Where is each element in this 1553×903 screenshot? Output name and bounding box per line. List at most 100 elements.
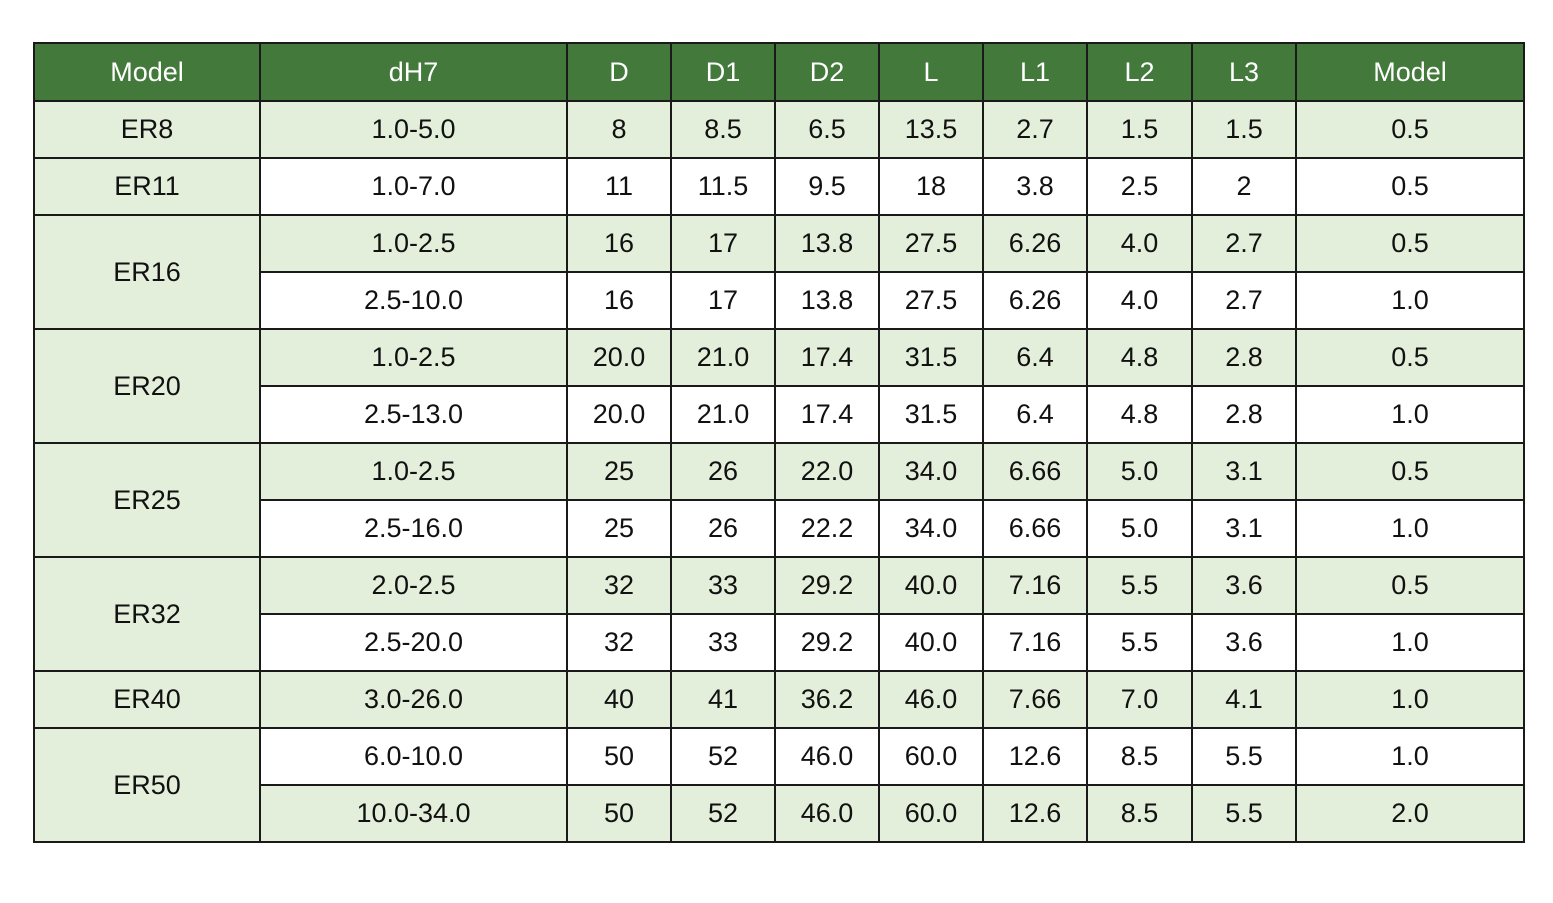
table-cell: 33 [670, 556, 776, 615]
table-cell: 27.5 [878, 214, 984, 273]
table-cell: 2.5 [1086, 157, 1193, 216]
table-cell: 52 [670, 784, 776, 843]
table-cell: 1.0 [1295, 727, 1525, 786]
table-cell: 1.0-5.0 [259, 100, 568, 159]
table-row: ER25 1.0-2.5 25 26 22.0 34.0 6.66 5.0 3.1 0.5 [33, 442, 1525, 558]
table-cell: 1.0 [1295, 499, 1525, 558]
table-cell: 1.0 [1295, 670, 1525, 729]
table-row: ER32 2.0-2.5 32 33 29.2 40.0 7.16 5.5 3.6 0.5 [33, 556, 1525, 672]
table-cell: 6.4 [982, 385, 1088, 444]
table-cell: 18 [878, 157, 984, 216]
table-cell: 0.5 [1295, 214, 1525, 273]
header-d2: D2 [774, 42, 880, 102]
table-cell: 40.0 [878, 613, 984, 672]
table-cell: 5.0 [1086, 499, 1193, 558]
table-cell: 21.0 [670, 328, 776, 387]
table-cell: 2.5-10.0 [259, 271, 568, 330]
model-cell: ER16 [33, 214, 261, 330]
table-cell: 46.0 [774, 784, 880, 843]
table-cell: 22.2 [774, 499, 880, 558]
table-cell: 26 [670, 499, 776, 558]
table-cell: 25 [566, 442, 672, 501]
table-cell: 4.0 [1086, 271, 1193, 330]
table-cell: 50 [566, 727, 672, 786]
table-row: ER8 1.0-5.0 8 8.5 6.5 13.5 2.7 1.5 1.5 0.5 [33, 100, 1525, 159]
model-cell: ER32 [33, 556, 261, 672]
collet-spec-table: Model dH7 D D1 D2 L L1 L2 L3 Model ER8 1.… [33, 42, 1525, 843]
table-cell: 1.5 [1086, 100, 1193, 159]
table-cell: 46.0 [774, 727, 880, 786]
table-header: Model dH7 D D1 D2 L L1 L2 L3 Model [33, 42, 1525, 102]
table-row: 2.5-20.0 32 33 29.2 40.0 7.16 5.5 3.6 1.0 [34, 613, 1525, 672]
table-cell: 2 [1191, 157, 1297, 216]
header-d1: D1 [670, 42, 776, 102]
table-cell: 40 [566, 670, 672, 729]
model-cell: ER25 [33, 442, 261, 558]
table-cell: 8.5 [1086, 727, 1193, 786]
table-cell: 34.0 [878, 499, 984, 558]
table-cell: 1.0 [1295, 613, 1525, 672]
header-l: L [878, 42, 984, 102]
table-cell: 5.0 [1086, 442, 1193, 501]
table-cell: 50 [566, 784, 672, 843]
table-cell: 17.4 [774, 385, 880, 444]
header-l1: L1 [982, 42, 1088, 102]
table-cell: 1.0-2.5 [259, 214, 568, 273]
header-model: Model [33, 42, 261, 102]
model-cell: ER50 [33, 727, 261, 843]
table-cell: 16 [566, 271, 672, 330]
table-cell: 5.5 [1086, 556, 1193, 615]
table-cell: 4.8 [1086, 328, 1193, 387]
table-cell: 2.5-20.0 [259, 613, 568, 672]
table-cell: 52 [670, 727, 776, 786]
table-cell: 4.0 [1086, 214, 1193, 273]
table-cell: 2.0-2.5 [259, 556, 568, 615]
table-cell: 32 [566, 556, 672, 615]
table-cell: 12.6 [982, 784, 1088, 843]
table-cell: 21.0 [670, 385, 776, 444]
table-cell: 36.2 [774, 670, 880, 729]
table-cell: 6.0-10.0 [259, 727, 568, 786]
table-cell: 1.0 [1295, 271, 1525, 330]
table-cell: 8 [566, 100, 672, 159]
table-row: 2.5-16.0 25 26 22.2 34.0 6.66 5.0 3.1 1.0 [34, 499, 1525, 558]
table-cell: 1.0-7.0 [259, 157, 568, 216]
table-cell: 2.8 [1191, 328, 1297, 387]
header-l2: L2 [1086, 42, 1193, 102]
header-row: Model dH7 D D1 D2 L L1 L2 L3 Model [33, 42, 1525, 102]
table-cell: 20.0 [566, 385, 672, 444]
table-cell: 1.0-2.5 [259, 442, 568, 501]
table-cell: 33 [670, 613, 776, 672]
table-cell: 10.0-34.0 [259, 784, 568, 843]
table-cell: 2.0 [1295, 784, 1525, 843]
table-cell: 8.5 [1086, 784, 1193, 843]
table-cell: 1.5 [1191, 100, 1297, 159]
table-cell: 2.7 [982, 100, 1088, 159]
table-cell: 40.0 [878, 556, 984, 615]
table-cell: 3.1 [1191, 442, 1297, 501]
table-cell: 7.16 [982, 556, 1088, 615]
table-cell: 1.0 [1295, 385, 1525, 444]
table-cell: 6.4 [982, 328, 1088, 387]
table-cell: 2.5-16.0 [259, 499, 568, 558]
table-cell: 17.4 [774, 328, 880, 387]
table-cell: 1.0-2.5 [259, 328, 568, 387]
table-row: 2.5-13.0 20.0 21.0 17.4 31.5 6.4 4.8 2.8 1.0 [34, 385, 1525, 444]
table-cell: 7.0 [1086, 670, 1193, 729]
table-cell: 9.5 [774, 157, 880, 216]
table-cell: 11 [566, 157, 672, 216]
table-cell: 0.5 [1295, 328, 1525, 387]
table-cell: 46.0 [878, 670, 984, 729]
table-cell: 29.2 [774, 613, 880, 672]
table-cell: 60.0 [878, 784, 984, 843]
table-row: ER50 6.0-10.0 50 52 46.0 60.0 12.6 8.5 5.5 1.0 [33, 727, 1525, 843]
table-cell: 12.6 [982, 727, 1088, 786]
table-row: ER11 1.0-7.0 11 11.5 9.5 18 3.8 2.5 2 0.5 [33, 157, 1525, 216]
table-cell: 16 [566, 214, 672, 273]
table-cell: 2.7 [1191, 271, 1297, 330]
table-cell: 6.66 [982, 499, 1088, 558]
table-cell: 2.5-13.0 [259, 385, 568, 444]
table-cell: 6.26 [982, 214, 1088, 273]
table-cell: 3.8 [982, 157, 1088, 216]
table-row: ER16 1.0-2.5 16 17 13.8 27.5 6.26 4.0 2.7 0.5 [33, 214, 1525, 330]
